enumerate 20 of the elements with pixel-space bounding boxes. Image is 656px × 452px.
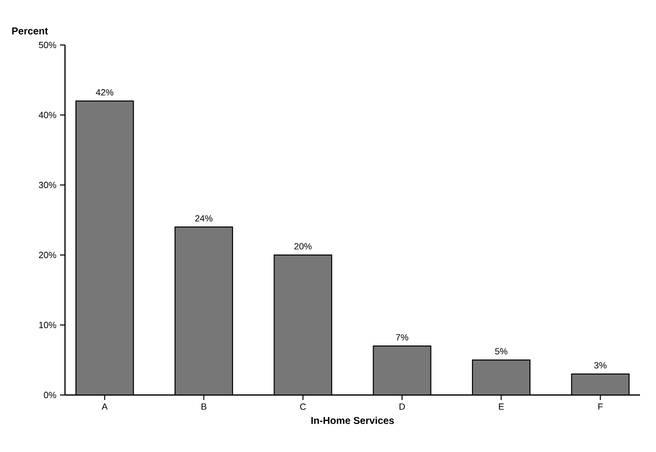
y-tick-label: 40% — [38, 112, 56, 118]
y-axis-title: Percent — [12, 28, 48, 34]
data-label: 3% — [594, 362, 607, 368]
y-tick-label: 30% — [38, 182, 56, 188]
x-tick-label: F — [598, 404, 603, 410]
data-label: 42% — [96, 89, 114, 96]
y-tick-label: 50% — [38, 42, 56, 48]
y-tick-label: 10% — [39, 322, 56, 328]
data-label: 5% — [495, 348, 508, 354]
data-label: 20% — [294, 243, 312, 250]
y-tick-label: 20% — [38, 252, 56, 258]
x-tick-label: C — [300, 404, 306, 410]
x-axis-title: In-Home Services — [311, 416, 394, 424]
y-tick-label: 0% — [44, 392, 56, 398]
x-tick-label: A — [102, 404, 108, 410]
x-tick-label: B — [202, 404, 206, 410]
data-label: 24% — [195, 215, 212, 222]
x-tick-label: D — [400, 404, 405, 410]
data-label: 7% — [396, 334, 408, 340]
x-tick-label: E — [498, 404, 504, 410]
